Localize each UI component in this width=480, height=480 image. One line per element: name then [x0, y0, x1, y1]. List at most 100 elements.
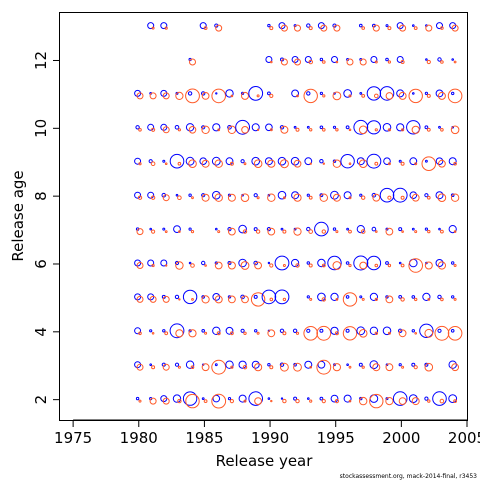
bubble-orange — [342, 292, 358, 307]
bubble-orange — [201, 92, 210, 100]
bubble-blue — [385, 24, 389, 28]
bubble-blue — [238, 224, 247, 234]
bubble-orange — [387, 128, 391, 132]
bubble-orange — [189, 58, 196, 66]
bubble-orange — [269, 365, 274, 370]
bubble-orange — [309, 399, 313, 403]
bubble-blue — [172, 394, 182, 403]
bubble-orange — [348, 196, 352, 200]
bubble-orange — [214, 295, 223, 304]
bubble-blue — [448, 157, 457, 166]
bubble-blue — [261, 289, 277, 305]
bubble-blue — [134, 191, 142, 199]
bubble-orange — [374, 331, 378, 335]
bubble-orange — [361, 94, 366, 98]
bubble-orange — [177, 195, 182, 200]
bubble-blue — [346, 227, 350, 231]
bubble-orange — [293, 362, 302, 372]
bubble-orange — [348, 399, 352, 403]
bubble-blue — [240, 294, 245, 300]
bubble-orange — [400, 195, 405, 200]
bubble-orange — [308, 229, 314, 234]
bubble-blue — [359, 295, 363, 299]
bubble-blue — [212, 326, 221, 335]
x-tick-label: 1975 — [54, 429, 92, 447]
y-tick-label: 10 — [32, 119, 50, 138]
bubble-orange — [256, 128, 260, 132]
bubble-blue — [160, 259, 168, 267]
bubble-orange — [270, 60, 273, 64]
x-tick-label: 1985 — [185, 429, 223, 447]
bubble-blue — [291, 191, 300, 200]
bubble-orange — [191, 196, 194, 200]
bubble-orange — [293, 227, 302, 236]
bubble-orange — [296, 94, 299, 98]
bubble-orange — [414, 297, 418, 302]
bubble-blue — [214, 261, 218, 265]
bubble-orange — [138, 399, 142, 403]
bubble-orange — [398, 91, 407, 100]
bubble-blue — [201, 125, 206, 130]
bubble-blue — [419, 323, 434, 338]
bubble-orange — [437, 261, 446, 270]
bubble-orange — [309, 162, 312, 165]
bubble-blue — [149, 227, 152, 231]
bubble-orange — [360, 229, 366, 234]
bubble-orange — [453, 297, 457, 301]
bubble-orange — [164, 230, 168, 234]
bubble-blue — [169, 323, 185, 339]
bubble-layer — [134, 22, 463, 409]
bubble-orange — [421, 156, 437, 171]
bubble-blue — [253, 227, 258, 232]
bubble-orange — [255, 229, 261, 234]
bubble-orange — [269, 128, 273, 132]
bubble-orange — [374, 297, 378, 301]
bubble-orange — [309, 365, 313, 369]
bubble-blue — [448, 360, 457, 369]
bubble-blue — [264, 157, 273, 166]
bubble-blue — [435, 259, 444, 267]
x-axis-title: Release year — [216, 452, 314, 470]
bubble-orange — [151, 263, 155, 268]
bubble-orange — [201, 295, 210, 304]
bubble-blue — [382, 123, 392, 132]
bubble-orange — [414, 230, 418, 234]
bubble-orange — [451, 363, 460, 372]
bubble-blue — [148, 159, 153, 164]
bubble-orange — [332, 363, 341, 372]
bubble-orange — [295, 127, 300, 132]
bubble-orange — [359, 58, 367, 66]
bubble-orange — [332, 159, 342, 168]
bubble-blue — [147, 191, 155, 199]
bubble-blue — [293, 227, 297, 231]
bubble-orange — [374, 161, 379, 166]
bubble-blue — [424, 227, 428, 231]
bubble-blue — [304, 56, 312, 63]
x-tick-label: 1990 — [251, 429, 289, 447]
bubble-orange — [387, 60, 391, 64]
bubble-blue — [212, 293, 221, 301]
y-tick-label: 2 — [32, 395, 50, 405]
bubble-blue — [225, 157, 234, 166]
bubble-blue — [174, 362, 180, 367]
bubble-orange — [408, 258, 424, 273]
bubble-blue — [266, 227, 271, 232]
bubble-blue — [306, 23, 311, 28]
bubble-orange — [372, 363, 381, 372]
bubble-blue — [319, 396, 324, 401]
bubble-orange — [453, 399, 458, 404]
bubble-orange — [319, 193, 328, 202]
bubble-orange — [136, 92, 144, 100]
bubble-blue — [277, 190, 287, 200]
bubble-orange — [293, 159, 302, 168]
bubble-orange — [241, 295, 249, 304]
bubble-orange — [414, 162, 418, 166]
bubble-blue — [277, 156, 287, 166]
bubble-orange — [203, 399, 208, 404]
bubble-blue — [199, 22, 207, 30]
bubble-blue — [340, 154, 355, 169]
x-tick-label: 1980 — [120, 429, 158, 447]
bubble-blue — [398, 295, 403, 299]
bubble-blue — [382, 326, 392, 336]
